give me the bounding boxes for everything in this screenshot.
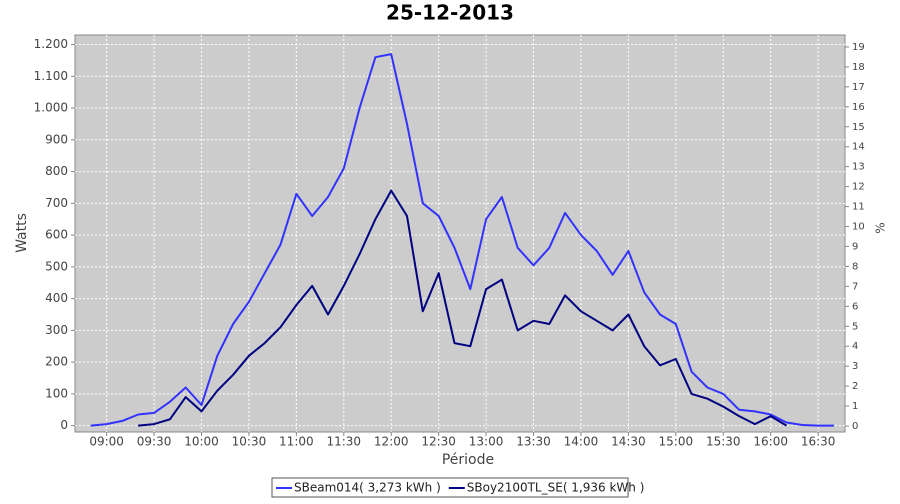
y-tick-label: 700 xyxy=(45,196,68,210)
x-tick-label: 11:00 xyxy=(279,435,314,449)
y-axis-label: Watts xyxy=(14,213,30,253)
y2-tick-label: 16 xyxy=(852,102,865,113)
y2-tick-label: 11 xyxy=(852,202,865,213)
series-line xyxy=(138,189,788,427)
y2-tick-label: 18 xyxy=(852,62,865,73)
x-axis-label: Période xyxy=(442,452,494,468)
y-tick-label: 1.100 xyxy=(34,69,68,83)
legend-label: SBeam014( 3,273 kWh ) xyxy=(294,481,441,495)
y2-tick-label: 14 xyxy=(852,142,865,153)
x-tick-label: 10:00 xyxy=(184,435,219,449)
y-tick-label: 900 xyxy=(45,132,68,146)
x-tick-label: 12:00 xyxy=(374,435,409,449)
x-tick-label: 13:00 xyxy=(469,435,504,449)
x-tick-label: 14:30 xyxy=(611,435,646,449)
y2-tick-label: 13 xyxy=(852,162,865,173)
y-tick-label: 500 xyxy=(45,259,68,273)
y-tick-label: 400 xyxy=(45,291,68,305)
y2-tick-label: 3 xyxy=(852,361,858,372)
y2-tick-label: 19 xyxy=(852,42,865,53)
x-tick-label: 13:30 xyxy=(516,435,551,449)
y2-tick-label: 17 xyxy=(852,82,865,93)
x-tick-label: 11:30 xyxy=(326,435,361,449)
y2-tick-label: 7 xyxy=(852,281,858,292)
y-tick-label: 1.200 xyxy=(34,37,68,51)
y-tick-label: 0 xyxy=(60,418,68,432)
y-tick-label: 800 xyxy=(45,164,68,178)
y-tick-label: 100 xyxy=(45,386,68,400)
y2-axis-label: % xyxy=(874,222,888,233)
y2-tick-label: 0 xyxy=(852,421,858,432)
x-tick-label: 16:00 xyxy=(753,435,788,449)
x-tick-label: 15:00 xyxy=(659,435,694,449)
y2-tick-label: 12 xyxy=(852,182,865,193)
y2-tick-label: 5 xyxy=(852,321,858,332)
y-tick-label: 200 xyxy=(45,355,68,369)
y2-tick-label: 1 xyxy=(852,401,858,412)
plot-area xyxy=(74,34,846,433)
chart-title: 25-12-2013 xyxy=(386,1,514,25)
y-tick-label: 1.000 xyxy=(34,101,68,115)
x-tick-label: 12:30 xyxy=(421,435,456,449)
x-tick-label: 15:30 xyxy=(706,435,741,449)
y2-tick-label: 4 xyxy=(852,341,858,352)
y-tick-label: 600 xyxy=(45,228,68,242)
x-tick-label: 09:30 xyxy=(137,435,172,449)
y2-tick-label: 15 xyxy=(852,122,865,133)
y2-tick-label: 8 xyxy=(852,261,858,272)
y-tick-label: 300 xyxy=(45,323,68,337)
series-line xyxy=(90,53,834,427)
y2-tick-label: 6 xyxy=(852,301,858,312)
x-tick-label: 14:00 xyxy=(564,435,599,449)
y2-tick-label: 2 xyxy=(852,381,858,392)
x-tick-label: 16:30 xyxy=(801,435,836,449)
x-tick-label: 10:30 xyxy=(232,435,267,449)
legend-label: SBoy2100TL_SE( 1,936 kWh ) xyxy=(467,481,645,495)
x-tick-label: 09:00 xyxy=(89,435,124,449)
y2-tick-label: 9 xyxy=(852,241,858,252)
y2-tick-label: 10 xyxy=(852,222,865,233)
